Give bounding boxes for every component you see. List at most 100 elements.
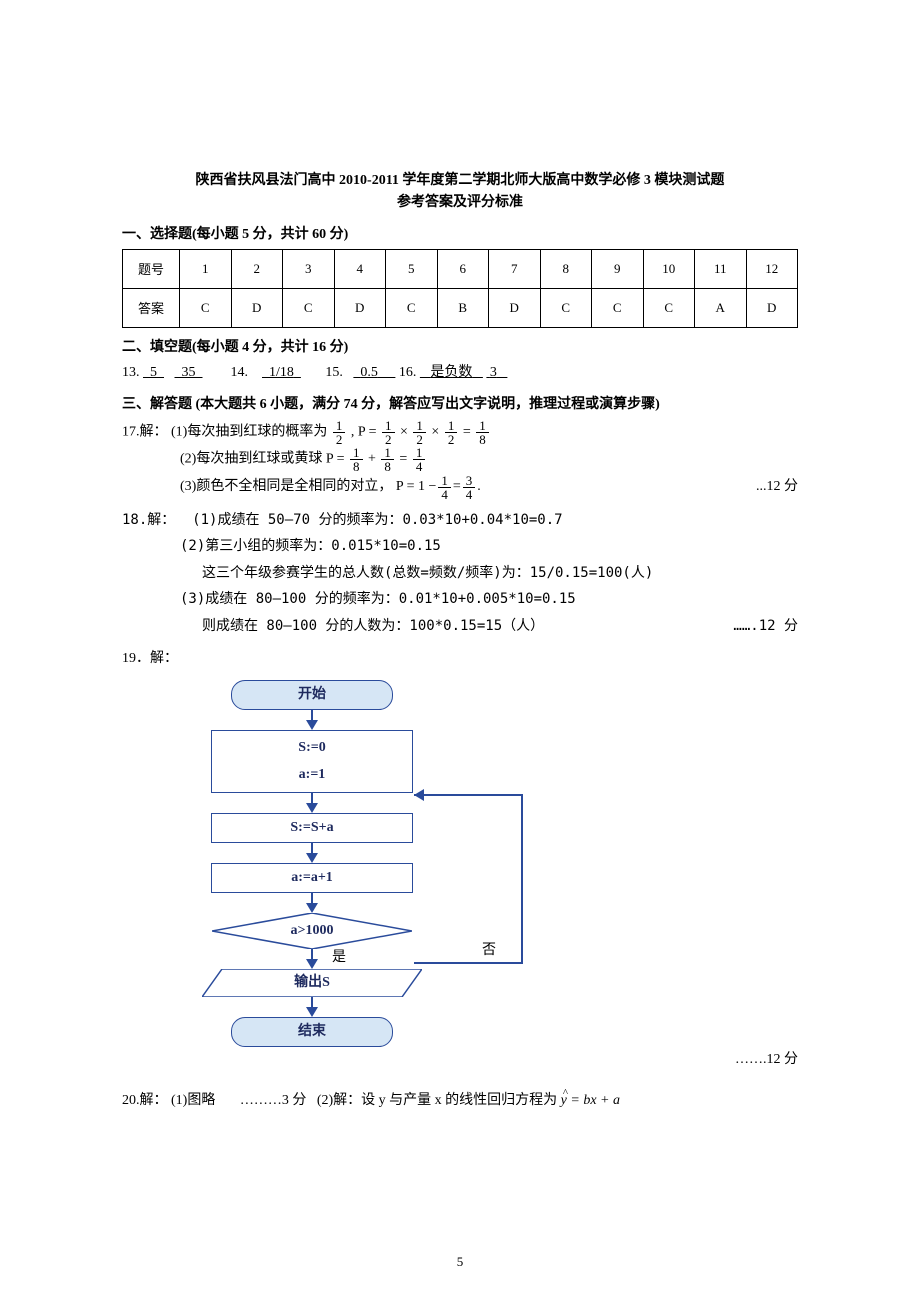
fraction: 14: [438, 474, 451, 501]
fraction: 12: [382, 419, 395, 446]
q17-points: ...12 分: [756, 474, 798, 501]
q17-line1: 17.解： (1)每次抽到红球的概率为 12 , P = 12 × 12 × 1…: [122, 419, 798, 446]
q17-p1-mid: , P =: [351, 425, 377, 440]
q17: 17.解： (1)每次抽到红球的概率为 12 , P = 12 × 12 × 1…: [122, 419, 798, 501]
flow-step1-node: S:=S+a: [211, 813, 413, 843]
flow-connector: [311, 997, 313, 1007]
table-row: 答案 C D C D C B D C C C A D: [123, 288, 798, 327]
section-1-head: 一、选择题(每小题 5 分，共计 60 分): [122, 223, 798, 243]
answer-table: 题号 1 2 3 4 5 6 7 8 9 10 11 12 答案 C D C D…: [122, 249, 798, 328]
flow-end-node: 结束: [231, 1017, 393, 1047]
answer-cell: D: [334, 288, 386, 327]
fraction: 12: [413, 419, 426, 446]
flow-connector: [311, 949, 313, 959]
answer-cell: C: [643, 288, 695, 327]
q17-head: 17.解：: [122, 425, 168, 440]
doc-title: 陕西省扶风县法门高中 2010-2011 学年度第二学期北师大版高中数学必修 3…: [122, 170, 798, 215]
q19: 19．解： 否 开始 S:=0 a:=1 S:=S+a a:=a+1: [122, 646, 798, 1074]
q17-line2: (2)每次抽到红球或黄球 P = 18 + 18 = 14: [122, 446, 798, 473]
flow-connector: [311, 893, 313, 903]
q17-p2-text: (2)每次抽到红球或黄球 P =: [180, 452, 345, 467]
q13-ans-a: 5: [143, 365, 164, 380]
flow-init-l1: S:=0: [212, 735, 412, 762]
q14-num: 14.: [231, 365, 249, 380]
q17-p3-dot: .: [477, 474, 481, 501]
col-num-cell: 7: [489, 249, 541, 288]
q19-head: 19．解：: [122, 646, 798, 673]
col-num-cell: 9: [592, 249, 644, 288]
flow-output-label: 输出S: [294, 970, 330, 997]
q16-num: 16.: [399, 365, 417, 380]
answer-cell: D: [746, 288, 798, 327]
col-num-cell: 8: [540, 249, 592, 288]
decision-yes-label: 是: [332, 945, 346, 972]
q16-ans-a: 是负数: [420, 365, 483, 380]
y-hat-symbol: y: [561, 1093, 567, 1108]
page-number: 5: [0, 1254, 920, 1270]
fraction: 18: [350, 446, 363, 473]
q14-ans: 1/18: [262, 365, 301, 380]
flow-connector: [311, 793, 313, 803]
q17-line3: (3)颜色不全相同是全相同的对立， P = 1 − 14 = 34 . ...1…: [122, 474, 798, 501]
col-num-cell: 10: [643, 249, 695, 288]
flow-output-node: 输出S: [202, 969, 422, 997]
flow-start-node: 开始: [231, 680, 393, 710]
q20-p2-prefix: (2)解：设 y 与产量 x 的线性回归方程为: [317, 1093, 557, 1108]
q16-ans-b: 3: [486, 365, 507, 380]
answer-label-cell: 答案: [123, 288, 180, 327]
col-num-cell: 11: [695, 249, 747, 288]
col-num-cell: 1: [180, 249, 232, 288]
q20-head: 20.解：: [122, 1093, 168, 1108]
q20-dots: ………3 分: [240, 1093, 307, 1108]
section-3-head: 三、解答题 (本大题共 6 小题，满分 74 分，解答应写出文字说明，推理过程或…: [122, 393, 798, 413]
answer-cell: D: [231, 288, 283, 327]
answer-cell: B: [437, 288, 489, 327]
flow-connector: [311, 843, 313, 853]
q18-line5: 则成绩在 80—100 分的人数为：100*0.15=15（人） …….12 分: [122, 613, 798, 640]
q20-eq-rest: = bx + a: [567, 1093, 620, 1108]
arrow-down-icon: [306, 803, 318, 813]
q18: 18.解： (1)成绩在 50—70 分的频率为：0.03*10+0.04*10…: [122, 507, 798, 640]
answer-cell: D: [489, 288, 541, 327]
q18-l5: 则成绩在 80—100 分的人数为：100*0.15=15（人）: [202, 613, 544, 640]
answer-cell: C: [592, 288, 644, 327]
q13-ans-b: 35: [175, 365, 203, 380]
decision-no-label: 否: [482, 938, 496, 965]
answer-cell: A: [695, 288, 747, 327]
flow-decision-label: a>1000: [291, 918, 334, 945]
flow-decision-node: a>1000: [212, 913, 412, 949]
col-num-cell: 2: [231, 249, 283, 288]
fraction: 18: [476, 419, 489, 446]
q18-l1: (1)成绩在 50—70 分的频率为：0.03*10+0.04*10=0.7: [192, 512, 562, 528]
arrow-down-icon: [306, 720, 318, 730]
col-num-cell: 5: [386, 249, 438, 288]
answer-cell: C: [386, 288, 438, 327]
flow-step2-node: a:=a+1: [211, 863, 413, 893]
fraction: 18: [381, 446, 394, 473]
title-line-1: 陕西省扶风县法门高中 2010-2011 学年度第二学期北师大版高中数学必修 3…: [122, 170, 798, 192]
fraction: 12: [445, 419, 458, 446]
page: 陕西省扶风县法门高中 2010-2011 学年度第二学期北师大版高中数学必修 3…: [0, 0, 920, 1302]
arrow-down-icon: [306, 1007, 318, 1017]
fraction: 12: [333, 419, 346, 446]
q18-l2: (2)第三小组的频率为：0.015*10=0.15: [122, 533, 798, 560]
q18-l4: (3)成绩在 80—100 分的频率为：0.01*10+0.005*10=0.1…: [122, 586, 798, 613]
q19-points: …….12 分: [735, 1047, 798, 1074]
arrow-down-icon: [306, 959, 318, 969]
answer-cell: C: [180, 288, 232, 327]
q15-num: 15.: [325, 365, 343, 380]
fraction: 34: [463, 474, 476, 501]
q20: 20.解： (1)图略 ………3 分 (2)解：设 y 与产量 x 的线性回归方…: [122, 1088, 798, 1115]
col-num-cell: 12: [746, 249, 798, 288]
col-num-cell: 3: [283, 249, 335, 288]
flow-column: 开始 S:=0 a:=1 S:=S+a a:=a+1 a>1000 是: [182, 680, 442, 1047]
flow-init-node: S:=0 a:=1: [211, 730, 413, 793]
flow-connector: [311, 710, 313, 720]
table-row: 题号 1 2 3 4 5 6 7 8 9 10 11 12: [123, 249, 798, 288]
flow-init-l2: a:=1: [212, 762, 412, 789]
arrow-down-icon: [306, 853, 318, 863]
q17-p1-text: (1)每次抽到红球的概率为: [171, 425, 327, 440]
col-num-cell: 6: [437, 249, 489, 288]
q18-points: …….12 分: [733, 613, 798, 640]
q17-p3-text: (3)颜色不全相同是全相同的对立，: [180, 474, 392, 501]
